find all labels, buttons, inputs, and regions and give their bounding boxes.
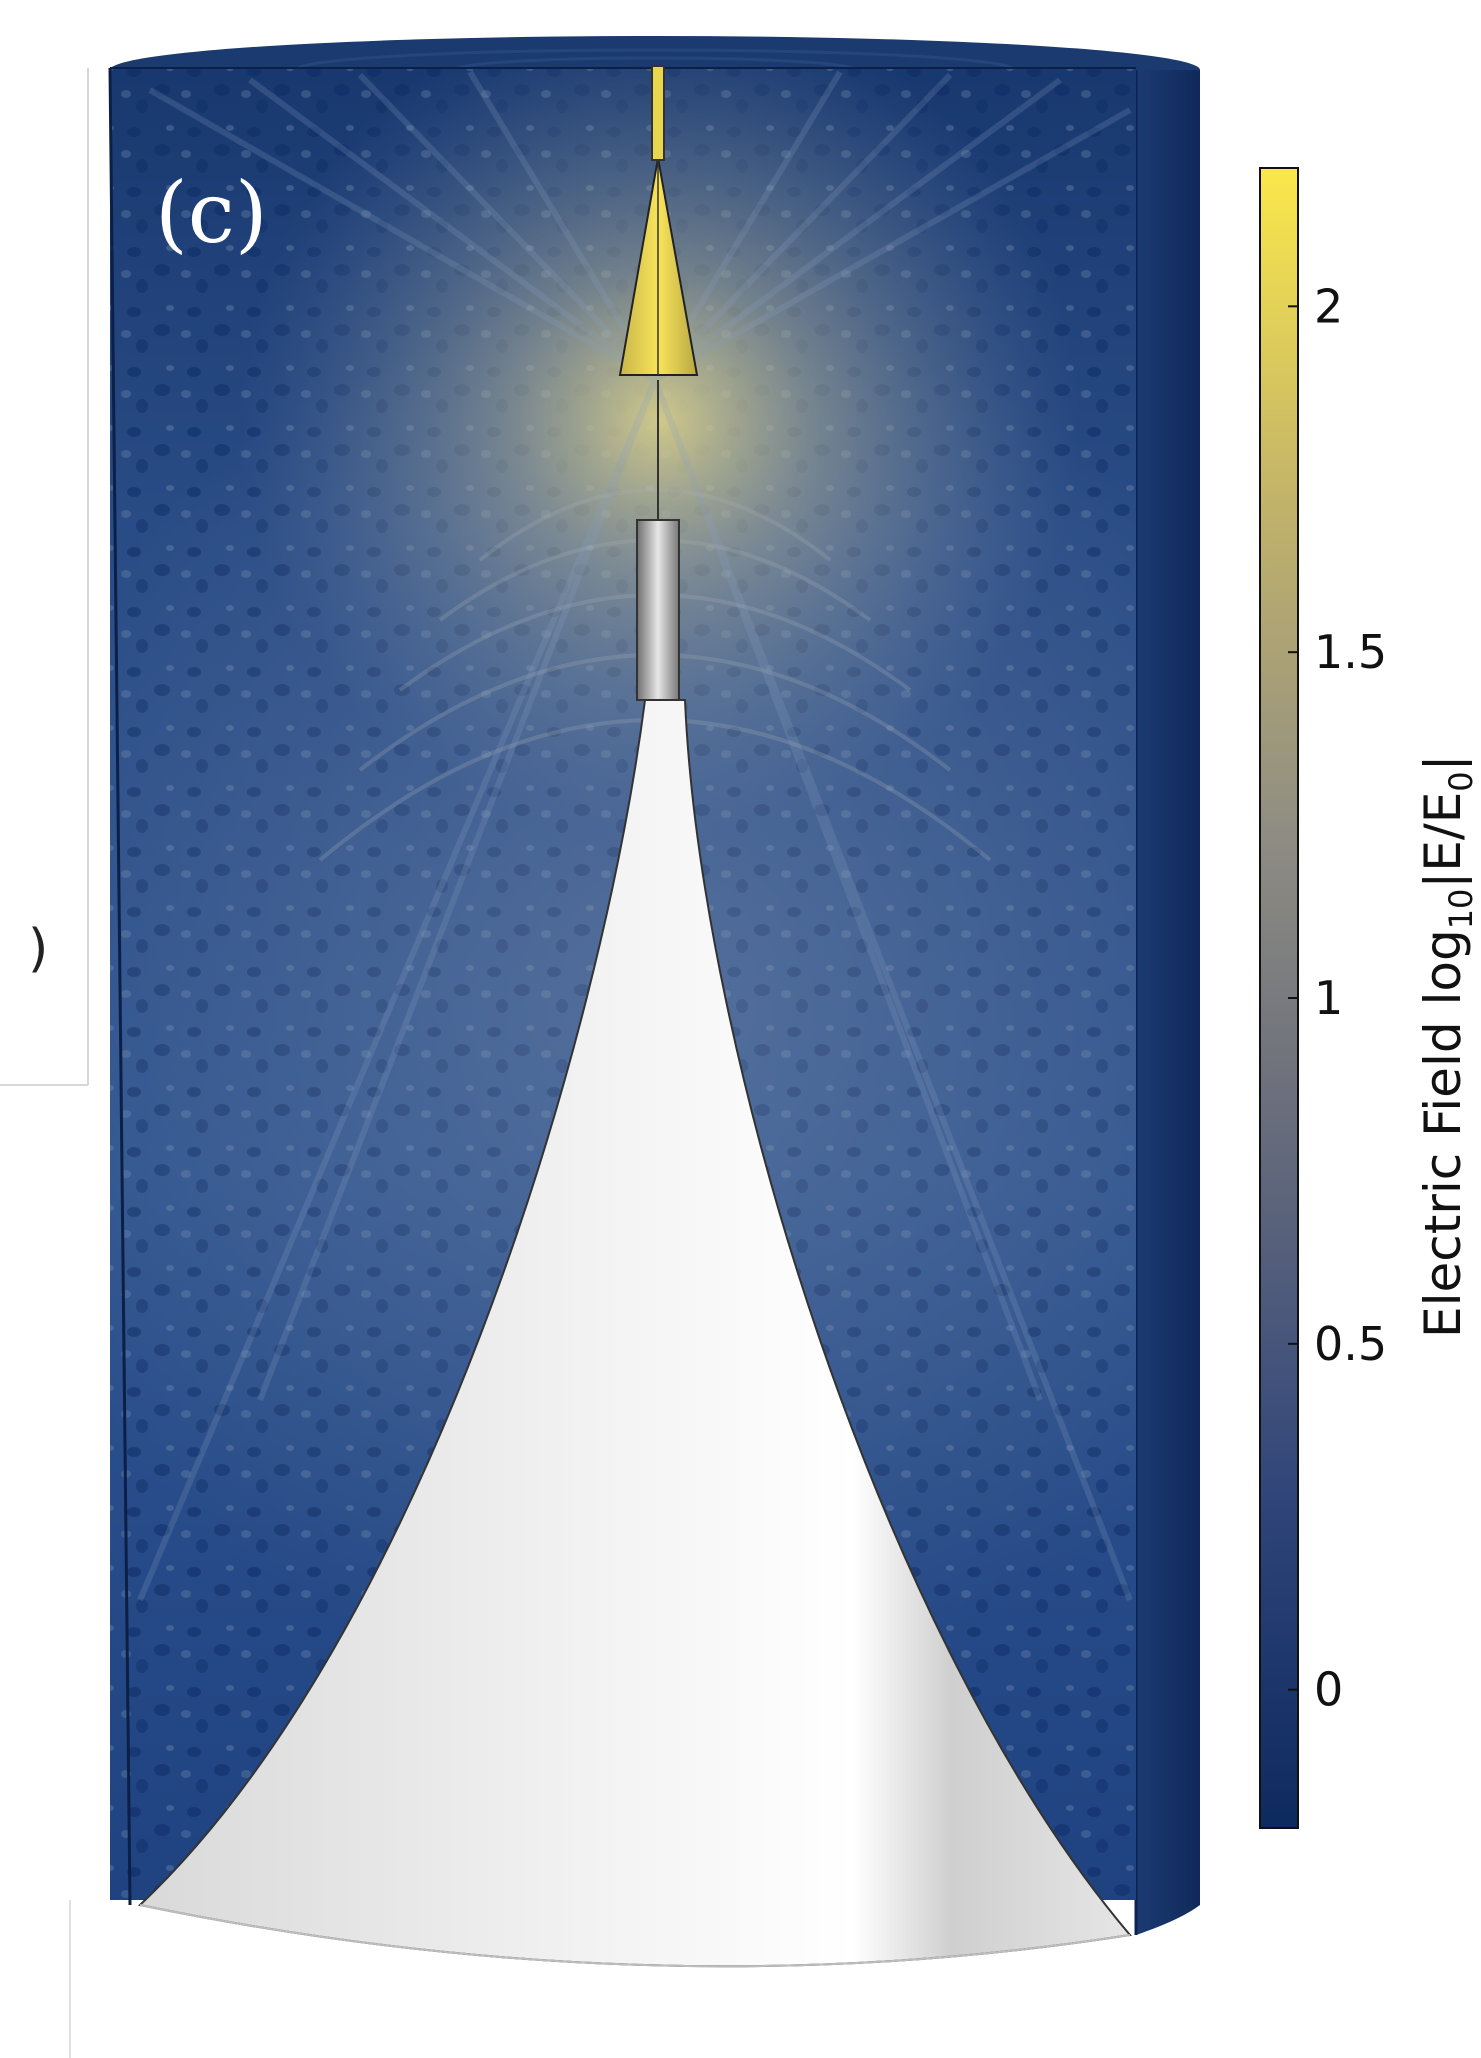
neighbor-panel-glyph: ) [28, 919, 48, 979]
colorbar-tick-label-4: 2 [1314, 279, 1343, 333]
simulation-domain [108, 36, 1200, 1968]
cylinder-side-face [1136, 70, 1200, 1935]
panel-label: (c) [155, 164, 268, 262]
waveguide-tube [636, 519, 680, 701]
colorbar-tick-label-2: 1 [1314, 971, 1343, 1025]
colorbar-title: Electric Field log10|E/E0| [1414, 754, 1480, 1338]
colorbar: 00.511.52 Electric Field log10|E/E0| [1259, 167, 1480, 1829]
colorbar-tick-label-1: 0.5 [1314, 1317, 1387, 1371]
colorbar-tick-label-0: 0 [1314, 1663, 1343, 1717]
neighbor-panel-edge: ) [0, 68, 89, 2058]
colorbar-title-sub: 10 [1442, 889, 1480, 930]
colorbar-title-mid: |E/E [1414, 792, 1472, 889]
colorbar-title-main: Electric Field log [1414, 929, 1472, 1338]
colorbar-title-end: | [1414, 754, 1472, 771]
colorbar-title-sub2: 0 [1442, 771, 1480, 791]
probe-stem [651, 65, 665, 161]
colorbar-tick-label-3: 1.5 [1314, 625, 1387, 679]
